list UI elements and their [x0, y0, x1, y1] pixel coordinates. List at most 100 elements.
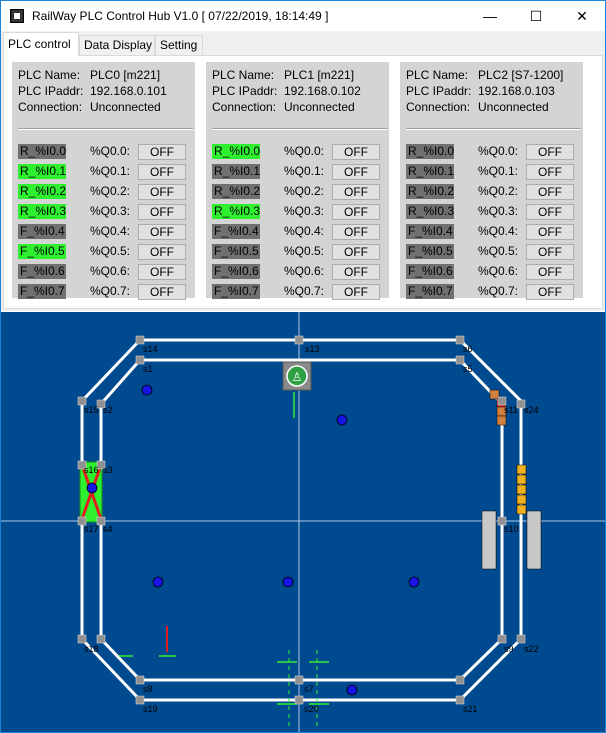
- sensor-label: s4: [103, 524, 113, 534]
- input-indicator: F_%I0.5: [212, 244, 260, 259]
- sensor-node[interactable]: [516, 634, 526, 644]
- output-label: %Q0.6:: [90, 264, 131, 278]
- plc-ip-value: 192.168.0.101: [90, 84, 167, 98]
- output-toggle-button[interactable]: OFF: [332, 204, 380, 220]
- sensor-node[interactable]: [77, 460, 87, 470]
- output-toggle-button[interactable]: OFF: [332, 184, 380, 200]
- output-label: %Q0.0:: [90, 144, 131, 158]
- output-toggle-button[interactable]: OFF: [526, 184, 574, 200]
- sensor-node[interactable]: [135, 355, 145, 365]
- signal-light: [489, 389, 500, 400]
- sensor-node[interactable]: [96, 634, 106, 644]
- plc-control-panel: PLC Name: PLC0 [m221] PLC IPaddr: 192.168.0…: [3, 55, 603, 309]
- output-toggle-button[interactable]: OFF: [332, 264, 380, 280]
- plc-panel-0: PLC Name: PLC0 [m221] PLC IPaddr: 192.168.0…: [12, 62, 195, 300]
- plc-conn-label: Connection:: [406, 100, 471, 114]
- sensor-label: s10: [504, 524, 519, 534]
- input-indicator: R_%I0.2: [406, 184, 454, 199]
- close-button[interactable]: ✕: [576, 8, 588, 24]
- output-label: %Q0.7:: [90, 284, 131, 298]
- signal-light: [516, 464, 527, 475]
- divider: [406, 128, 581, 130]
- sensor-node[interactable]: [135, 335, 145, 345]
- output-label: %Q0.3:: [90, 204, 131, 218]
- output-toggle-button[interactable]: OFF: [526, 204, 574, 220]
- sensor-node[interactable]: [135, 695, 145, 705]
- pedestrian-glyph: ♙: [292, 370, 303, 384]
- output-toggle-button[interactable]: OFF: [332, 144, 380, 160]
- sensor-node[interactable]: [294, 695, 304, 705]
- sensor-node[interactable]: [516, 399, 526, 409]
- output-label: %Q0.7:: [478, 284, 519, 298]
- title-bar: RailWay PLC Control Hub V1.0 [ 07/22/201…: [1, 1, 605, 31]
- output-toggle-button[interactable]: OFF: [526, 144, 574, 160]
- output-toggle-button[interactable]: OFF: [332, 164, 380, 180]
- tab-setting[interactable]: Setting: [155, 35, 203, 56]
- train-marker[interactable]: [86, 482, 98, 494]
- output-toggle-button[interactable]: OFF: [526, 264, 574, 280]
- tab-data-display[interactable]: Data Display: [79, 35, 155, 56]
- output-label: %Q0.4:: [284, 224, 325, 238]
- output-label: %Q0.0:: [478, 144, 519, 158]
- plc-name-value: PLC0 [m221]: [90, 68, 161, 82]
- divider: [212, 128, 387, 130]
- app-icon: [10, 9, 24, 23]
- output-toggle-button[interactable]: OFF: [526, 284, 574, 300]
- output-toggle-button[interactable]: OFF: [138, 184, 186, 200]
- output-toggle-button[interactable]: OFF: [138, 204, 186, 220]
- sensor-node[interactable]: [77, 396, 87, 406]
- tab-plc-control[interactable]: PLC control: [3, 32, 79, 56]
- output-toggle-button[interactable]: OFF: [138, 284, 186, 300]
- output-toggle-button[interactable]: OFF: [332, 284, 380, 300]
- train-marker[interactable]: [336, 414, 348, 426]
- output-toggle-button[interactable]: OFF: [332, 224, 380, 240]
- output-label: %Q0.7:: [284, 284, 325, 298]
- sensor-node[interactable]: [455, 355, 465, 365]
- sensor-node[interactable]: [96, 516, 106, 526]
- sensor-node[interactable]: [497, 634, 507, 644]
- sensor-node[interactable]: [455, 695, 465, 705]
- output-toggle-button[interactable]: OFF: [526, 244, 574, 260]
- signal-light: [516, 484, 527, 495]
- plc-name-label: PLC Name:: [18, 68, 81, 82]
- output-toggle-button[interactable]: OFF: [138, 264, 186, 280]
- plc-conn-label: Connection:: [212, 100, 277, 114]
- sensor-node[interactable]: [77, 634, 87, 644]
- sensor-label: s15: [84, 405, 99, 415]
- plc-ip-value: 192.168.0.102: [284, 84, 361, 98]
- maximize-button[interactable]: ☐: [529, 8, 543, 24]
- sensor-node[interactable]: [77, 516, 87, 526]
- output-toggle-button[interactable]: OFF: [526, 164, 574, 180]
- output-toggle-button[interactable]: OFF: [332, 244, 380, 260]
- output-toggle-button[interactable]: OFF: [138, 144, 186, 160]
- sensor-node[interactable]: [96, 399, 106, 409]
- output-toggle-button[interactable]: OFF: [526, 224, 574, 240]
- sensor-node[interactable]: [497, 396, 507, 406]
- train-marker[interactable]: [346, 684, 358, 696]
- train-marker[interactable]: [282, 576, 294, 588]
- output-toggle-button[interactable]: OFF: [138, 244, 186, 260]
- sensor-node[interactable]: [497, 516, 507, 526]
- sensor-node[interactable]: [455, 335, 465, 345]
- sensor-node[interactable]: [294, 335, 304, 345]
- train-marker[interactable]: [408, 576, 420, 588]
- plc-ip-label: PLC IPaddr:: [18, 84, 84, 98]
- minimize-button[interactable]: —: [483, 8, 497, 24]
- sensor-node[interactable]: [294, 675, 304, 685]
- sensor-node[interactable]: [135, 675, 145, 685]
- platform-left: [481, 510, 497, 570]
- output-label: %Q0.5:: [478, 244, 519, 258]
- output-toggle-button[interactable]: OFF: [138, 224, 186, 240]
- input-indicator: F_%I0.6: [18, 264, 66, 279]
- train-marker[interactable]: [141, 384, 153, 396]
- train-marker[interactable]: [152, 576, 164, 588]
- output-toggle-button[interactable]: OFF: [138, 164, 186, 180]
- input-indicator: R_%I0.2: [18, 184, 66, 199]
- sensor-label: s7: [304, 684, 314, 694]
- output-label: %Q0.1:: [284, 164, 325, 178]
- sensor-node[interactable]: [96, 460, 106, 470]
- sensor-node[interactable]: [455, 675, 465, 685]
- sensor-label: s8: [143, 684, 153, 694]
- output-label: %Q0.3:: [284, 204, 325, 218]
